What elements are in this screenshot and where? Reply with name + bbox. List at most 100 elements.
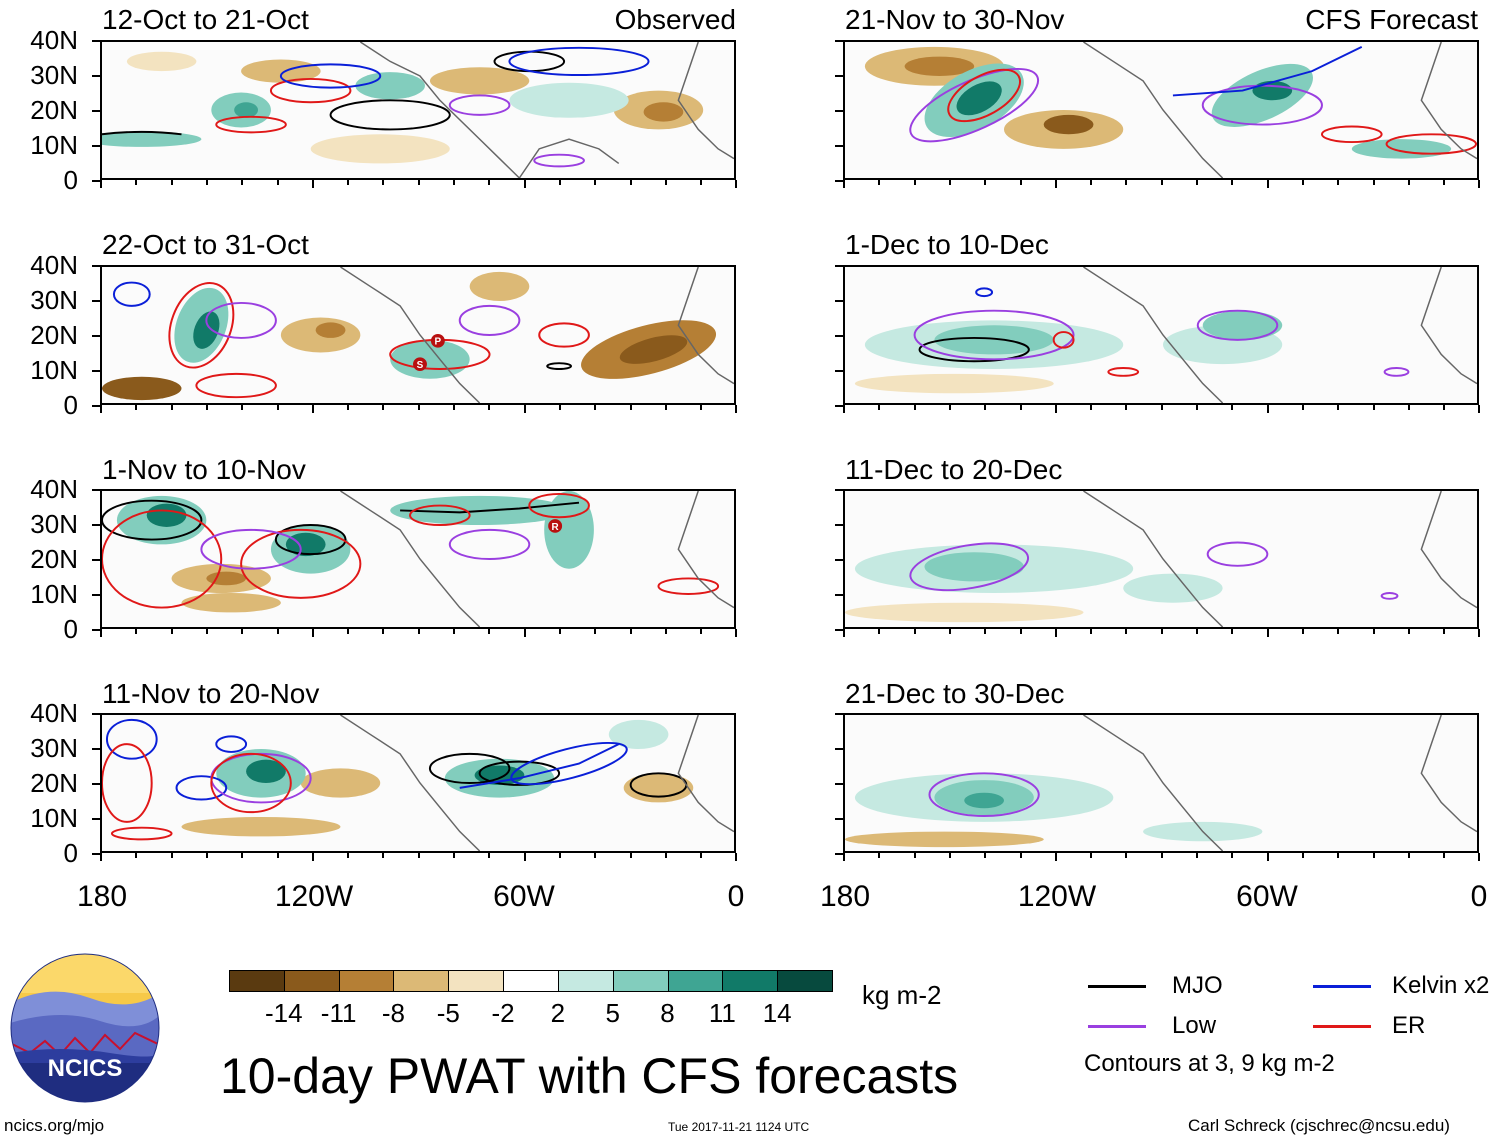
axis-tick (835, 783, 843, 785)
axis-tick (984, 180, 987, 185)
panel-title-3: 22-Oct to 31-Oct (102, 229, 309, 260)
legend-line-low (1088, 1025, 1146, 1028)
axis-tick (835, 180, 843, 182)
axis-tick (835, 265, 843, 267)
axis-tick (1372, 853, 1375, 858)
axis-tick (1125, 405, 1128, 410)
lat-label-20n: 20N (30, 95, 78, 125)
axis-tick (241, 405, 244, 410)
axis-tick (382, 405, 385, 410)
colorbar-label: 8 (660, 998, 675, 1028)
axis-tick (629, 180, 632, 185)
axis-tick (1231, 853, 1234, 858)
axis-tick (347, 405, 350, 410)
axis-tick (843, 405, 845, 413)
axis-tick (1019, 180, 1022, 185)
axis-tick (1160, 629, 1163, 634)
lat-label-20n: 20N (30, 544, 78, 574)
axis-tick (100, 405, 102, 413)
axis-tick (1019, 405, 1022, 410)
axis-tick (984, 629, 987, 634)
colorbar-label: -5 (436, 998, 460, 1028)
lat-label-10n: 10N (30, 579, 78, 609)
axis-tick (135, 180, 138, 185)
axis-tick (92, 853, 100, 855)
legend-label-mjo: MJO (1172, 972, 1223, 999)
colorbar-label: -14 (265, 998, 303, 1028)
axis-tick (488, 629, 491, 634)
figure-title: 10-day PWAT with CFS forecasts (220, 1048, 959, 1104)
axis-tick (629, 629, 632, 634)
axis-tick (948, 405, 951, 410)
axis-tick (382, 629, 385, 634)
axis-tick (417, 853, 420, 858)
axis-tick (835, 818, 843, 820)
axis-tick (453, 853, 455, 858)
axis-tick (523, 853, 526, 861)
axis-tick (1443, 853, 1446, 858)
axis-tick (1125, 629, 1128, 634)
axis-tick (913, 853, 916, 858)
axis-tick (1231, 629, 1234, 634)
ncics-logo: NCICS (10, 953, 160, 1103)
axis-tick (843, 180, 845, 188)
author: Carl Schreck (cjschrec@ncsu.edu) (1188, 1116, 1450, 1135)
axis-tick (1160, 405, 1163, 410)
axis-tick (835, 524, 843, 526)
colorbar-cell (612, 970, 669, 992)
axis-tick (1266, 405, 1269, 413)
lat-label-40n: 40N (30, 698, 78, 728)
lon-label-0: 0 (727, 880, 745, 913)
axis-tick (1196, 405, 1198, 410)
axis-tick (878, 405, 881, 410)
axis-tick (276, 405, 279, 410)
lon-label-180: 180 (76, 880, 128, 913)
website-link[interactable]: ncics.org/mjo (4, 1116, 105, 1135)
axis-tick (1407, 180, 1410, 185)
axis-tick (835, 370, 843, 372)
axis-tick (700, 180, 703, 185)
lat-label-20n: 20N (30, 768, 78, 798)
axis-tick (835, 405, 843, 407)
axis-tick (276, 853, 279, 858)
lat-label-40n: 40N (30, 250, 78, 280)
axis-tick (558, 405, 561, 410)
colorbar-label: 14 (762, 998, 792, 1028)
axis-tick (523, 180, 526, 188)
axis-tick (1407, 853, 1410, 858)
axis-tick (205, 853, 208, 858)
axis-tick (170, 853, 173, 858)
lon-label-60w: 60W (493, 880, 555, 913)
axis-tick (92, 818, 100, 820)
colorbar-label: -2 (491, 998, 515, 1028)
axis-tick (594, 180, 597, 185)
map-panel-2 (843, 40, 1479, 180)
axis-tick (1372, 405, 1375, 410)
axis-tick (92, 370, 100, 372)
storm-marker-p: P (435, 337, 442, 348)
axis-tick (558, 853, 561, 858)
axis-tick (664, 853, 667, 858)
legend-line-mjo (1088, 985, 1146, 988)
colorbar-label: 2 (550, 998, 566, 1028)
legend-label-er: ER (1392, 1012, 1426, 1039)
panel-title-7: 11-Nov to 20-Nov (102, 678, 320, 709)
axis-tick (835, 594, 843, 596)
axis-tick (835, 489, 843, 491)
axis-tick (1090, 629, 1093, 634)
axis-tick (100, 180, 102, 188)
lat-label-10n: 10N (30, 803, 78, 833)
axis-tick (1266, 180, 1269, 188)
axis-tick (205, 629, 208, 634)
axis-tick (700, 405, 703, 410)
panel-label-cfs-forecast: CFS Forecast (1305, 4, 1478, 35)
axis-tick (92, 180, 100, 182)
axis-tick (1443, 629, 1446, 634)
map-panel-8 (843, 713, 1479, 853)
colorbar-cell (503, 970, 559, 992)
axis-tick (92, 489, 100, 491)
colorbar-cell (393, 970, 450, 992)
axis-tick (170, 629, 173, 634)
axis-tick (241, 629, 244, 634)
axis-tick (594, 405, 597, 410)
